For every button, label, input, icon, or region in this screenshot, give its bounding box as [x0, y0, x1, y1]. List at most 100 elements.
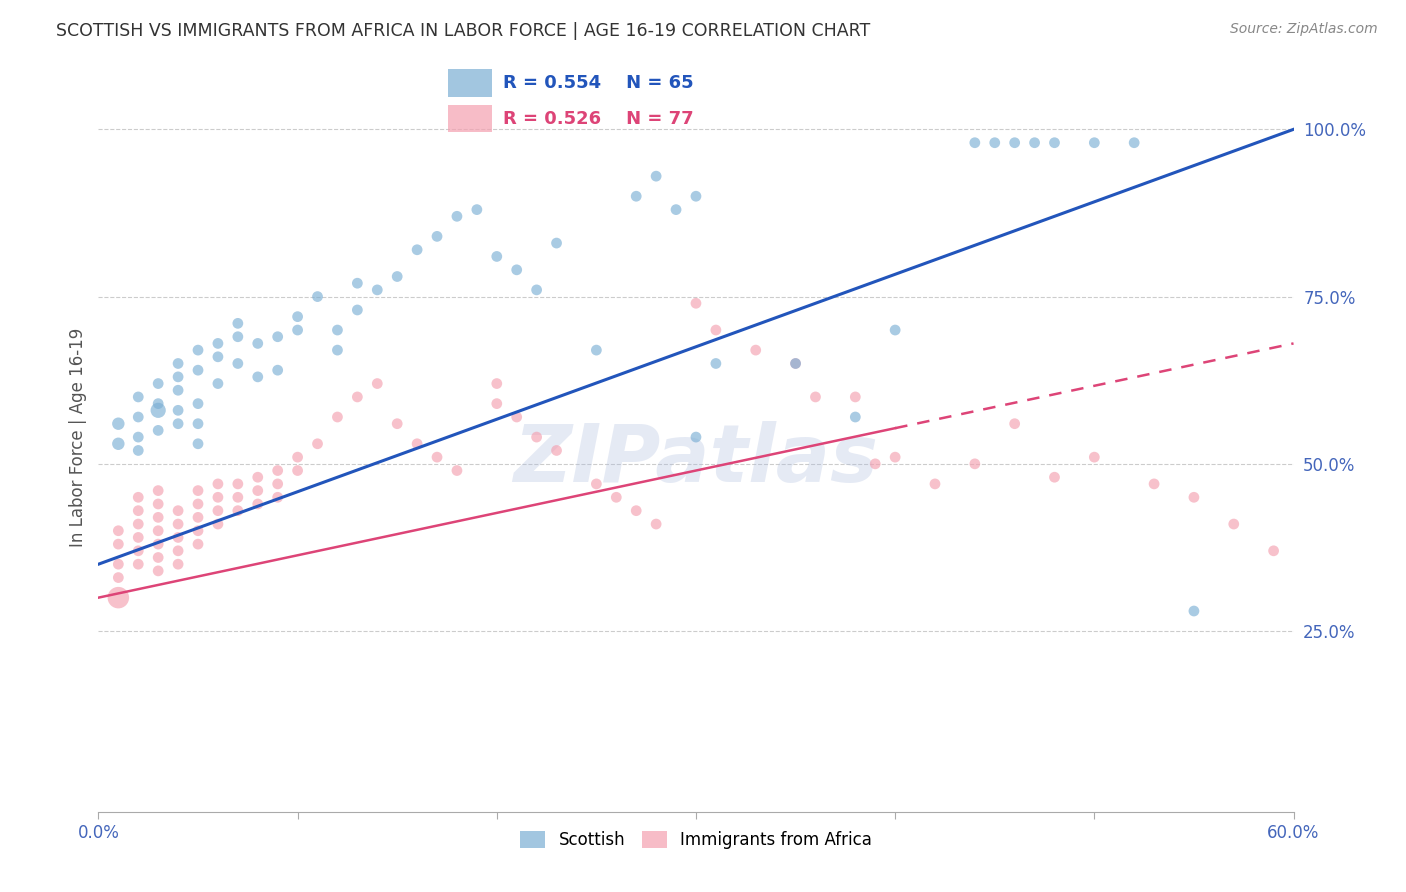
Point [148, 550, 170, 565]
Point [366, 283, 388, 297]
Point [187, 343, 209, 358]
Point [287, 323, 309, 337]
Point [385, 417, 409, 431]
Point [385, 269, 409, 284]
Point [307, 289, 329, 303]
Point [148, 564, 170, 578]
Point [148, 537, 170, 551]
Point [287, 310, 309, 324]
Point [148, 424, 170, 438]
Point [785, 356, 807, 371]
Point [1043, 470, 1066, 484]
Text: R = 0.554    N = 65: R = 0.554 N = 65 [503, 74, 693, 92]
Point [187, 524, 209, 538]
Point [1004, 136, 1026, 150]
Point [884, 450, 907, 465]
Point [346, 390, 368, 404]
Point [465, 202, 488, 217]
Y-axis label: In Labor Force | Age 16-19: In Labor Force | Age 16-19 [69, 327, 87, 547]
Point [984, 136, 1007, 150]
Point [226, 491, 249, 505]
Point [485, 250, 508, 264]
Point [167, 384, 190, 398]
Legend: Scottish, Immigrants from Africa: Scottish, Immigrants from Africa [513, 824, 879, 855]
Point [107, 437, 129, 451]
Text: R = 0.526    N = 77: R = 0.526 N = 77 [503, 110, 693, 128]
Point [865, 457, 887, 471]
Point [187, 483, 209, 498]
Point [704, 323, 727, 337]
Point [127, 491, 149, 505]
Point [187, 510, 209, 524]
Point [127, 557, 149, 572]
Point [148, 396, 170, 410]
Point [267, 363, 290, 377]
Point [187, 437, 209, 451]
Point [626, 189, 648, 203]
Point [346, 277, 368, 291]
Point [1024, 136, 1046, 150]
Point [884, 323, 907, 337]
Point [148, 497, 170, 511]
Point [226, 330, 249, 344]
Point [1143, 476, 1166, 491]
Point [107, 591, 129, 605]
Point [127, 544, 149, 558]
Point [406, 437, 429, 451]
Point [446, 464, 468, 478]
Point [246, 470, 269, 484]
Bar [449, 105, 492, 132]
Point [107, 557, 129, 572]
Point [226, 476, 249, 491]
Point [167, 557, 190, 572]
Point [844, 390, 866, 404]
Point [167, 517, 190, 532]
Point [246, 369, 269, 384]
Point [127, 530, 149, 544]
Point [267, 476, 290, 491]
Point [585, 343, 607, 358]
Point [127, 390, 149, 404]
Point [485, 376, 508, 391]
Point [207, 503, 229, 517]
Point [148, 483, 170, 498]
Point [207, 517, 229, 532]
Point [287, 464, 309, 478]
Point [207, 491, 229, 505]
Point [605, 491, 627, 505]
Point [307, 437, 329, 451]
Point [127, 410, 149, 425]
Point [226, 317, 249, 331]
Point [645, 169, 668, 184]
Point [665, 202, 688, 217]
Point [148, 524, 170, 538]
Point [1043, 136, 1066, 150]
Point [167, 417, 190, 431]
Point [107, 537, 129, 551]
Bar [449, 70, 492, 96]
Point [267, 491, 290, 505]
Point [167, 403, 190, 417]
Point [167, 356, 190, 371]
Point [1123, 136, 1146, 150]
Point [267, 330, 290, 344]
Point [207, 350, 229, 364]
Point [246, 483, 269, 498]
Point [844, 410, 866, 425]
Point [167, 503, 190, 517]
Point [426, 450, 449, 465]
Point [1083, 450, 1105, 465]
Point [485, 396, 508, 410]
Point [326, 343, 349, 358]
Point [446, 210, 468, 224]
Point [1182, 491, 1205, 505]
Point [1182, 604, 1205, 618]
Point [526, 430, 548, 444]
Point [506, 410, 529, 425]
Point [267, 464, 290, 478]
Point [346, 303, 368, 318]
Point [704, 356, 727, 371]
Point [207, 476, 229, 491]
Point [226, 356, 249, 371]
Point [207, 376, 229, 391]
